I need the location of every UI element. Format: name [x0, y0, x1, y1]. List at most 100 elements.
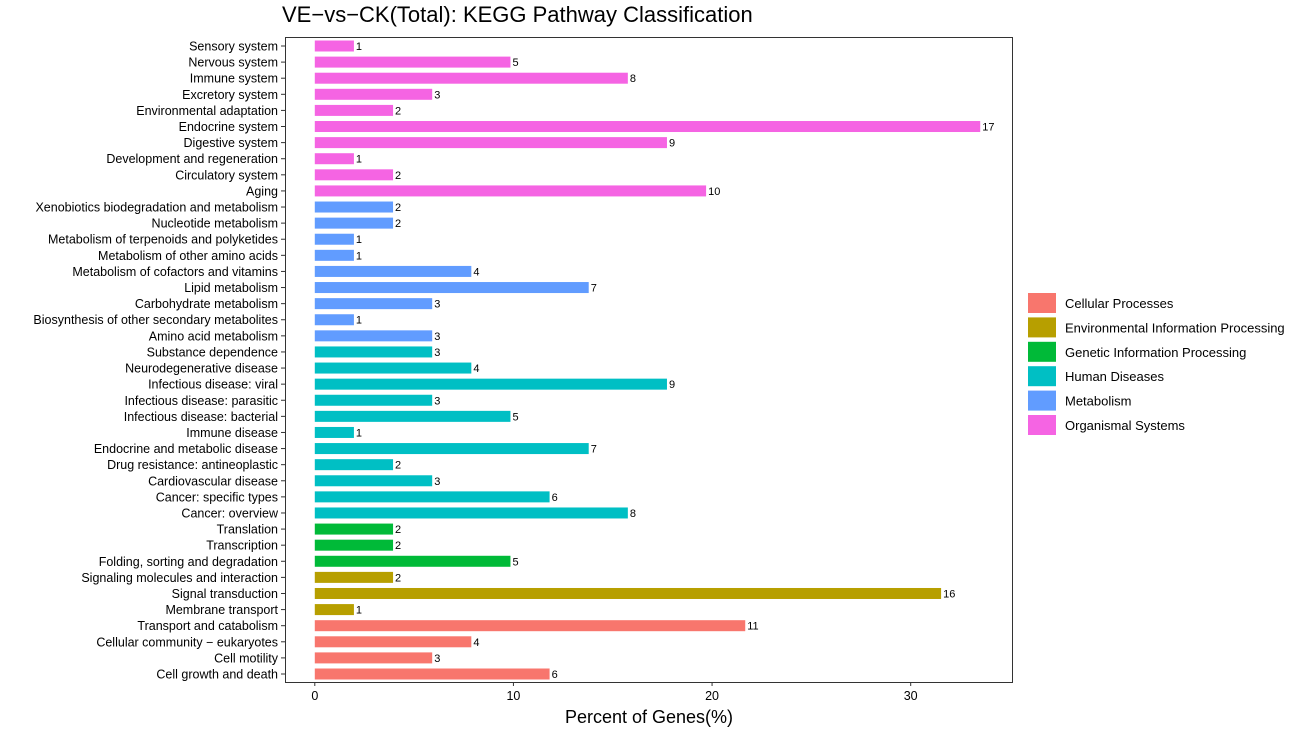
- plot-panel-border: [285, 37, 1013, 683]
- category-labels: Sensory system Nervous system Immune syste…: [33, 40, 285, 682]
- x-axis: 0 10 20 30: [311, 682, 918, 703]
- category-label: Environmental adaptation: [136, 104, 278, 118]
- category-label: Digestive system: [184, 136, 278, 150]
- bar-value-label: 11: [747, 621, 758, 633]
- category-label: Biosynthesis of other secondary metaboli…: [33, 313, 278, 327]
- bar-value-label: 2: [395, 170, 401, 182]
- bar: [314, 604, 354, 616]
- category-label: Endocrine system: [179, 120, 278, 134]
- bar: [314, 217, 394, 229]
- bar-value-label: 1: [356, 154, 362, 166]
- bar-value-label: 2: [395, 218, 401, 230]
- bar-value-label: 2: [395, 524, 401, 536]
- bar-value-label: 3: [434, 395, 440, 407]
- bar: [314, 539, 394, 551]
- bar-value-label: 8: [630, 73, 636, 85]
- legend-label: Environmental Information Processing: [1065, 320, 1285, 335]
- bar-value-label: 5: [512, 556, 518, 568]
- category-label: Amino acid metabolism: [149, 329, 278, 343]
- category-label: Carbohydrate metabolism: [135, 297, 278, 311]
- bar: [314, 668, 550, 680]
- bar: [314, 523, 394, 535]
- bar: [314, 282, 589, 294]
- category-label: Signal transduction: [172, 587, 278, 601]
- bar-value-label: 3: [434, 653, 440, 665]
- category-label: Cardiovascular disease: [148, 474, 278, 488]
- bar: [314, 153, 354, 165]
- category-label: Drug resistance: antineoplastic: [107, 458, 278, 472]
- bar: [314, 56, 511, 68]
- category-label: Sensory system: [189, 40, 278, 54]
- bar-value-label: 2: [395, 540, 401, 552]
- bar-value-label: 1: [356, 41, 362, 53]
- bar: [314, 233, 354, 245]
- bar: [314, 201, 394, 213]
- bar-value-label: 10: [708, 186, 720, 198]
- bar: [314, 362, 472, 374]
- bar-value-label: 4: [473, 363, 479, 375]
- bar-value-label: 1: [356, 427, 362, 439]
- x-tick-label: 20: [705, 689, 719, 703]
- category-label: Aging: [246, 184, 278, 198]
- bar-value-label: 1: [356, 250, 362, 262]
- bar-value-label: 1: [356, 234, 362, 246]
- bar: [314, 443, 589, 455]
- legend-swatch: [1028, 390, 1056, 411]
- bar-value-label: 2: [395, 460, 401, 472]
- bar: [314, 72, 628, 84]
- category-label: Excretory system: [182, 88, 278, 102]
- bar-value-label: 2: [395, 572, 401, 584]
- bar: [314, 507, 628, 519]
- category-label: Endocrine and metabolic disease: [94, 442, 278, 456]
- category-label: Development and regeneration: [106, 152, 278, 166]
- chart-title: VE−vs−CK(Total): KEGG Pathway Classifica…: [282, 2, 753, 27]
- category-label: Metabolism of cofactors and vitamins: [72, 265, 278, 279]
- bar: [314, 620, 746, 632]
- category-label: Metabolism of terpenoids and polyketides: [48, 233, 278, 247]
- bar: [314, 394, 433, 406]
- legend-swatch: [1028, 415, 1056, 435]
- category-label: Signaling molecules and interaction: [81, 571, 278, 585]
- bar: [314, 121, 981, 133]
- category-label: Nervous system: [188, 56, 278, 70]
- bar-value-label: 4: [473, 266, 479, 278]
- bar: [314, 636, 472, 648]
- legend-label: Human Diseases: [1065, 369, 1164, 384]
- category-label: Metabolism of other amino acids: [98, 249, 278, 263]
- x-axis-title: Percent of Genes(%): [565, 707, 733, 727]
- bar-value-label: 2: [395, 105, 401, 117]
- bar-value-label: 5: [512, 57, 518, 69]
- bar: [314, 426, 354, 438]
- bar: [314, 40, 354, 52]
- bar: [314, 137, 667, 149]
- x-tick-label: 30: [904, 689, 918, 703]
- bar-value-label: 3: [434, 347, 440, 359]
- bar: [314, 378, 667, 390]
- bar: [314, 587, 942, 599]
- bar: [314, 475, 433, 487]
- category-label: Transport and catabolism: [137, 619, 278, 633]
- category-label: Translation: [217, 523, 278, 537]
- bar-value-label: 17: [982, 122, 994, 134]
- bar-value-label: 1: [356, 605, 362, 617]
- bar-value-label: 8: [630, 508, 636, 520]
- category-label: Immune disease: [186, 426, 278, 440]
- bar-value-label: 3: [434, 299, 440, 311]
- x-tick-label: 0: [311, 689, 318, 703]
- bar: [314, 298, 433, 310]
- category-label: Immune system: [190, 72, 278, 86]
- category-label: Cancer: specific types: [156, 490, 278, 504]
- bar-value-label: 7: [591, 444, 597, 456]
- bar: [314, 169, 394, 181]
- bar-value-label: 16: [943, 588, 955, 600]
- legend-swatch: [1028, 366, 1056, 387]
- bar: [314, 410, 511, 422]
- category-label: Substance dependence: [147, 345, 278, 359]
- bar-value-label: 4: [473, 637, 479, 649]
- bar: [314, 571, 394, 583]
- bar-value-label: 1: [356, 315, 362, 327]
- legend-label: Cellular Processes: [1065, 296, 1174, 311]
- bar-value-label: 9: [669, 138, 675, 150]
- bars-layer: 1583217912102211473133493517236822521611…: [314, 40, 994, 681]
